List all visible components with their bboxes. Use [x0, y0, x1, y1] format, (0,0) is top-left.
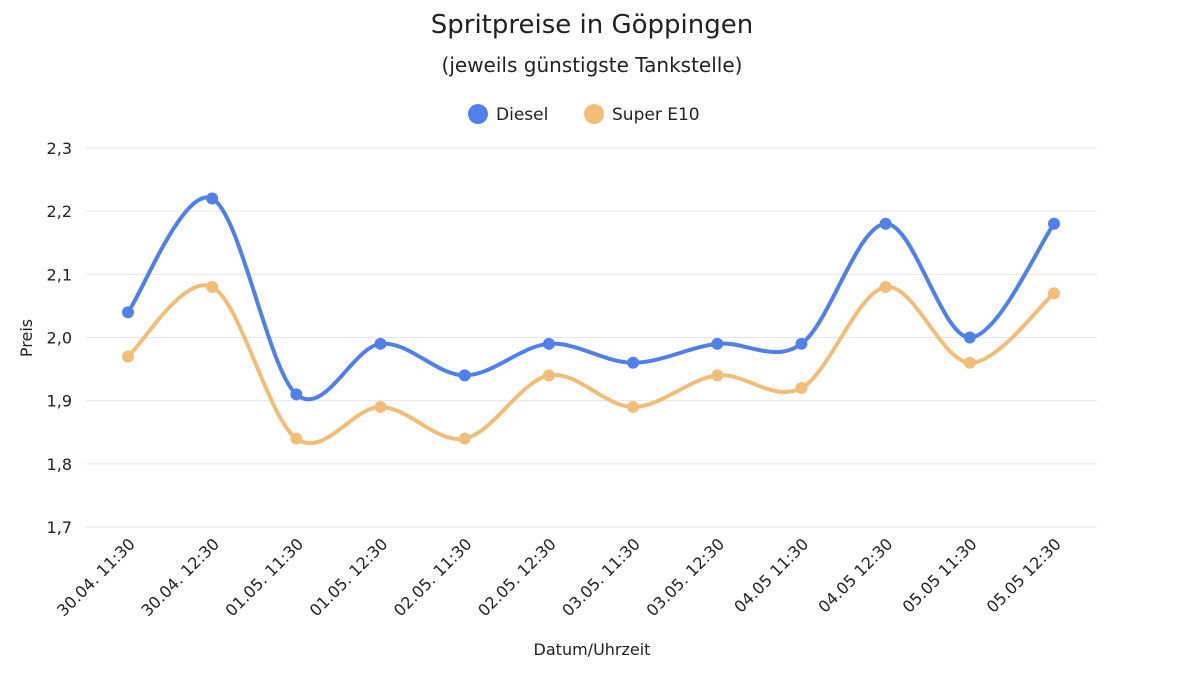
gridlines: [86, 147, 1097, 528]
data-point-diesel: [458, 369, 471, 382]
x-axis-label: Datum/Uhrzeit: [534, 640, 651, 659]
y-tick-label: 2,2: [47, 202, 72, 221]
x-tick-label: 02.05. 12:30: [474, 534, 560, 620]
x-tick-label: 02.05. 11:30: [390, 534, 476, 620]
data-point-diesel: [879, 217, 892, 230]
x-tick-label: 04.05 11:30: [730, 534, 812, 616]
data-point-diesel: [374, 337, 387, 350]
data-point-diesel: [542, 337, 555, 350]
data-point-diesel: [963, 331, 976, 344]
x-tick-label: 03.05. 12:30: [642, 534, 728, 620]
data-point-diesel: [290, 388, 303, 401]
chart-title: Spritpreise in Göppingen: [431, 10, 753, 40]
series-line-super-e10: [126, 283, 1056, 446]
y-axis-label: Preis: [17, 319, 36, 357]
y-tick-label: 2,3: [47, 139, 72, 158]
legend: Diesel Super E10: [468, 104, 700, 125]
y-axis-ticks: 1,7 1,8 1,9 2,0 2,1 2,2 2,3: [47, 139, 72, 537]
x-tick-label: 05.05 11:30: [899, 534, 981, 616]
data-point-diesel: [795, 337, 808, 350]
data-point-super-e10: [458, 432, 471, 445]
data-point-super-e10: [711, 369, 724, 382]
data-point-super-e10: [542, 369, 555, 382]
x-tick-label: 30.04. 11:30: [53, 534, 139, 620]
data-point-super-e10: [374, 400, 387, 413]
data-point-super-e10: [206, 280, 219, 293]
data-point-diesel: [122, 306, 134, 319]
x-tick-label: 30.04. 12:30: [137, 534, 223, 620]
y-tick-label: 1,9: [47, 392, 72, 411]
data-point-super-e10: [627, 400, 640, 413]
data-point-super-e10: [879, 280, 892, 293]
data-point-diesel: [1048, 217, 1060, 230]
series-points: [122, 192, 1060, 445]
y-tick-label: 1,7: [47, 518, 72, 537]
data-point-diesel: [711, 337, 724, 350]
data-point-super-e10: [290, 432, 303, 445]
x-tick-label: 05.05 12:30: [983, 534, 1065, 616]
legend-marker-super-e10: [584, 104, 604, 124]
series-lines: [126, 195, 1056, 446]
legend-label-diesel: Diesel: [496, 105, 548, 125]
data-point-super-e10: [963, 356, 976, 369]
legend-label-super-e10: Super E10: [612, 105, 700, 125]
data-point-diesel: [627, 356, 640, 369]
data-point-diesel: [206, 192, 219, 205]
x-tick-label: 01.05. 12:30: [306, 534, 392, 620]
data-point-super-e10: [1048, 287, 1060, 300]
y-tick-label: 2,1: [47, 265, 72, 284]
data-point-super-e10: [122, 350, 134, 363]
series-line-diesel: [126, 195, 1056, 402]
chart-subtitle: (jeweils günstigste Tankstelle): [442, 53, 743, 77]
legend-marker-diesel: [468, 104, 488, 124]
y-tick-label: 1,8: [47, 455, 72, 474]
x-tick-label: 03.05. 11:30: [558, 534, 644, 620]
x-tick-label: 01.05. 11:30: [222, 534, 308, 620]
x-tick-label: 04.05 12:30: [814, 534, 896, 616]
data-point-super-e10: [795, 382, 808, 395]
y-tick-label: 2,0: [47, 329, 72, 348]
